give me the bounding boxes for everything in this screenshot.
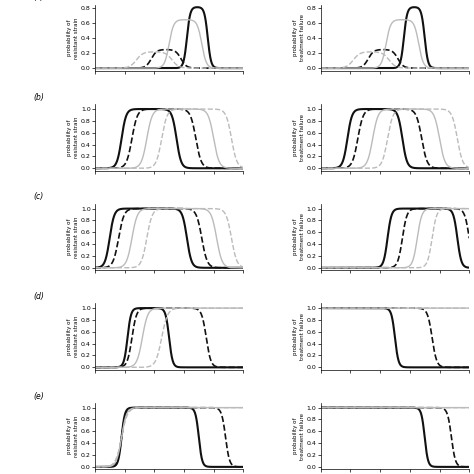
Y-axis label: probability of
treatment failure: probability of treatment failure: [293, 14, 304, 62]
Y-axis label: probability of
resistant strain: probability of resistant strain: [67, 216, 79, 258]
Y-axis label: probability of
treatment failure: probability of treatment failure: [293, 213, 304, 261]
Y-axis label: probability of
resistant strain: probability of resistant strain: [67, 316, 79, 357]
Text: (b): (b): [33, 93, 44, 102]
Text: (e): (e): [33, 392, 44, 401]
Y-axis label: probability of
treatment failure: probability of treatment failure: [293, 114, 304, 161]
Y-axis label: probability of
treatment failure: probability of treatment failure: [293, 412, 304, 460]
Text: (a): (a): [33, 0, 44, 2]
Y-axis label: probability of
resistant strain: probability of resistant strain: [67, 117, 79, 158]
Text: (d): (d): [33, 292, 44, 301]
Y-axis label: probability of
resistant strain: probability of resistant strain: [67, 415, 79, 457]
Y-axis label: probability of
resistant strain: probability of resistant strain: [67, 17, 79, 59]
Text: (c): (c): [33, 192, 44, 201]
Y-axis label: probability of
treatment failure: probability of treatment failure: [293, 313, 304, 360]
